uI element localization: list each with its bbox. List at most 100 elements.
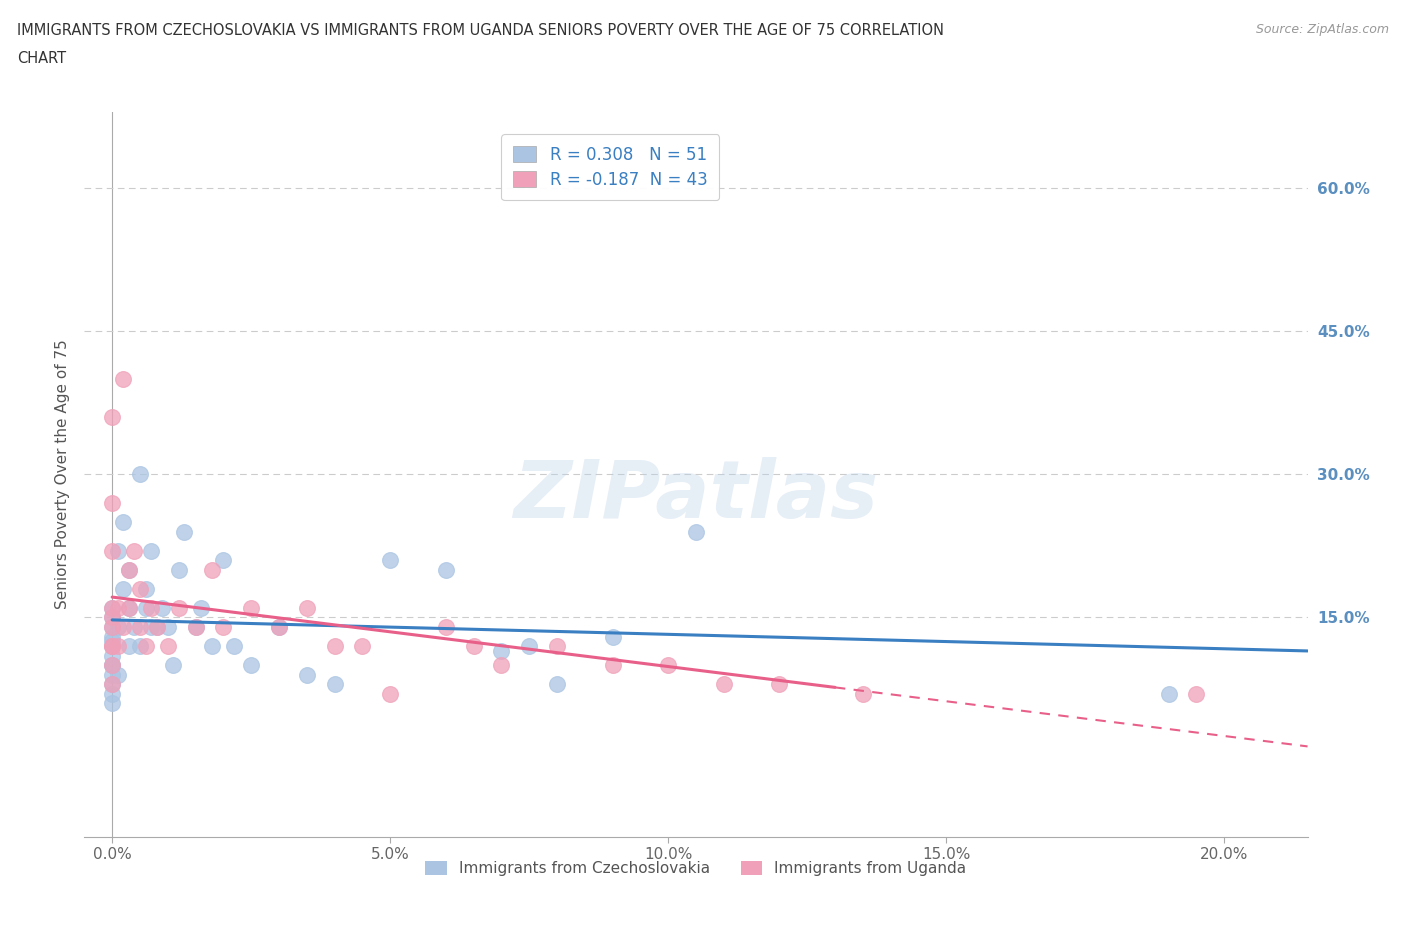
Point [129,639,152,654]
Point [190,601,212,616]
Point [184,619,207,634]
Point [101,610,124,625]
Point [139,543,162,558]
Point [129,619,152,634]
Point [145,619,167,634]
Point [685,525,707,539]
Point [768,677,790,692]
Point [139,601,162,616]
Point [156,619,179,634]
Point [107,639,129,654]
Point [602,658,624,672]
Point [101,601,124,616]
Point [657,658,679,672]
Point [101,496,124,511]
Text: CHART: CHART [17,51,66,66]
Point [101,658,124,672]
Point [101,629,124,644]
Point [129,467,152,482]
Point [101,634,124,649]
Point [224,639,246,654]
Point [112,514,135,529]
Point [101,668,124,683]
Point [212,619,235,634]
Point [139,619,162,634]
Point [212,552,235,567]
Point [112,581,135,596]
Point [852,686,875,701]
Text: IMMIGRANTS FROM CZECHOSLOVAKIA VS IMMIGRANTS FROM UGANDA SENIORS POVERTY OVER TH: IMMIGRANTS FROM CZECHOSLOVAKIA VS IMMIGR… [17,23,943,38]
Point [150,601,173,616]
Point [162,658,184,672]
Point [167,563,190,578]
Point [1157,686,1180,701]
Point [101,696,124,711]
Legend: Immigrants from Czechoslovakia, Immigrants from Uganda: Immigrants from Czechoslovakia, Immigran… [418,853,974,884]
Point [713,677,735,692]
Point [295,601,318,616]
Point [463,639,485,654]
Point [118,601,141,616]
Point [323,677,346,692]
Point [101,639,124,654]
Point [107,668,129,683]
Point [295,668,318,683]
Point [491,644,513,658]
Point [323,639,346,654]
Point [240,601,263,616]
Point [602,629,624,644]
Point [240,658,263,672]
Point [101,543,124,558]
Point [118,601,141,616]
Point [267,619,290,634]
Point [434,563,457,578]
Point [101,677,124,692]
Point [145,619,167,634]
Point [129,581,152,596]
Point [1185,686,1208,701]
Point [101,619,124,634]
Point [101,601,124,616]
Point [107,543,129,558]
Point [135,639,157,654]
Point [101,619,124,634]
Y-axis label: Seniors Poverty Over the Age of 75: Seniors Poverty Over the Age of 75 [55,339,70,609]
Point [118,639,141,654]
Point [101,677,124,692]
Point [135,581,157,596]
Point [101,409,124,424]
Point [184,619,207,634]
Point [101,658,124,672]
Point [380,686,402,701]
Point [156,639,179,654]
Point [118,563,141,578]
Point [101,639,124,654]
Text: Source: ZipAtlas.com: Source: ZipAtlas.com [1256,23,1389,36]
Point [173,525,195,539]
Point [112,371,135,386]
Point [201,639,224,654]
Point [107,619,129,634]
Point [546,639,568,654]
Point [135,601,157,616]
Point [201,563,224,578]
Point [124,619,146,634]
Point [124,543,146,558]
Point [112,619,135,634]
Point [546,677,568,692]
Point [101,610,124,625]
Point [517,639,540,654]
Point [101,639,124,654]
Point [380,552,402,567]
Point [434,619,457,634]
Point [101,648,124,663]
Point [101,686,124,701]
Point [118,563,141,578]
Point [491,658,513,672]
Point [167,601,190,616]
Point [267,619,290,634]
Point [107,601,129,616]
Text: ZIPatlas: ZIPatlas [513,457,879,535]
Point [101,658,124,672]
Point [352,639,374,654]
